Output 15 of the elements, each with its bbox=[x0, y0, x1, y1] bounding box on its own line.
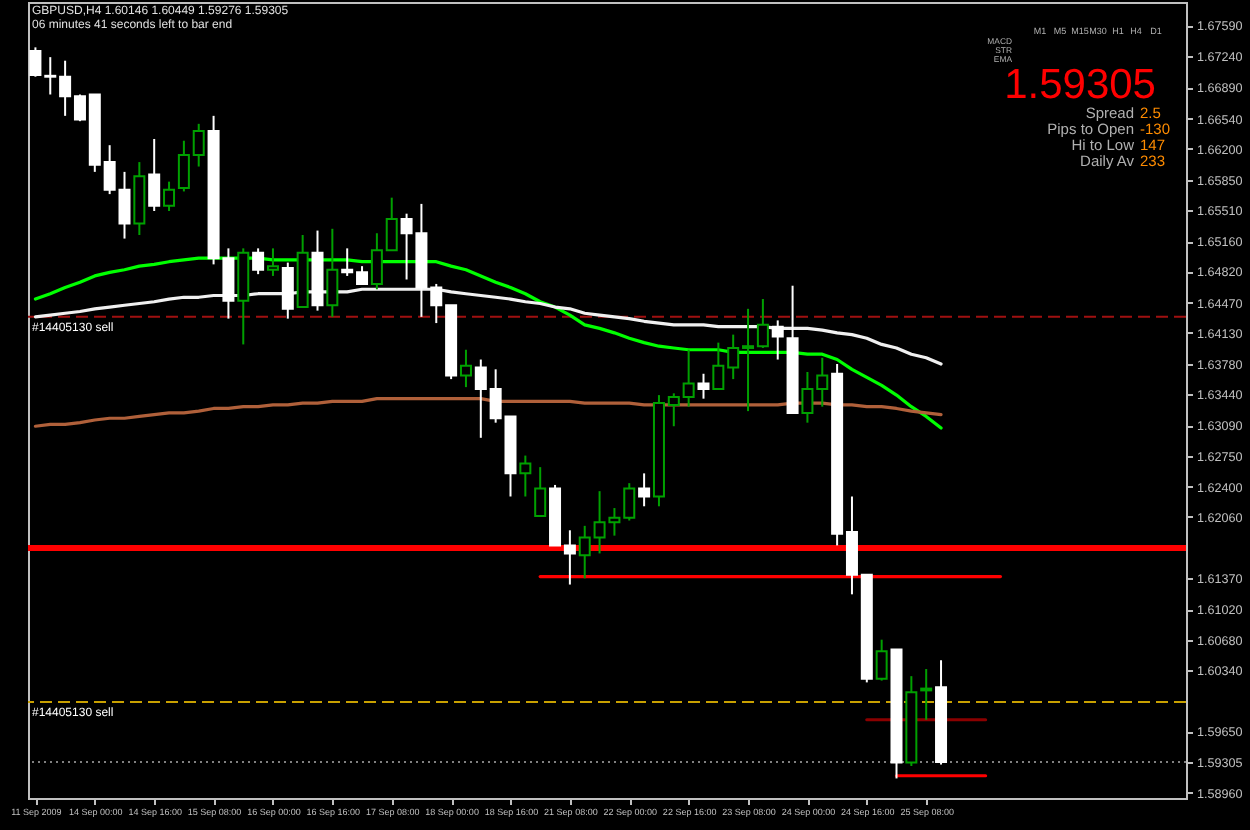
candlestick bbox=[252, 247, 265, 276]
candlestick bbox=[133, 161, 146, 237]
candlestick bbox=[697, 372, 710, 400]
candlestick bbox=[281, 261, 294, 320]
candlestick bbox=[519, 454, 532, 498]
candlestick bbox=[534, 466, 547, 518]
candlestick bbox=[326, 227, 339, 318]
annotation: 1.59305 bbox=[1004, 62, 1156, 108]
candlestick bbox=[638, 472, 651, 508]
candlestick bbox=[163, 180, 176, 213]
candlestick bbox=[875, 638, 888, 682]
candlestick bbox=[771, 319, 784, 361]
candlestick bbox=[148, 137, 161, 213]
candlestick bbox=[459, 348, 472, 389]
candlestick bbox=[266, 247, 279, 277]
